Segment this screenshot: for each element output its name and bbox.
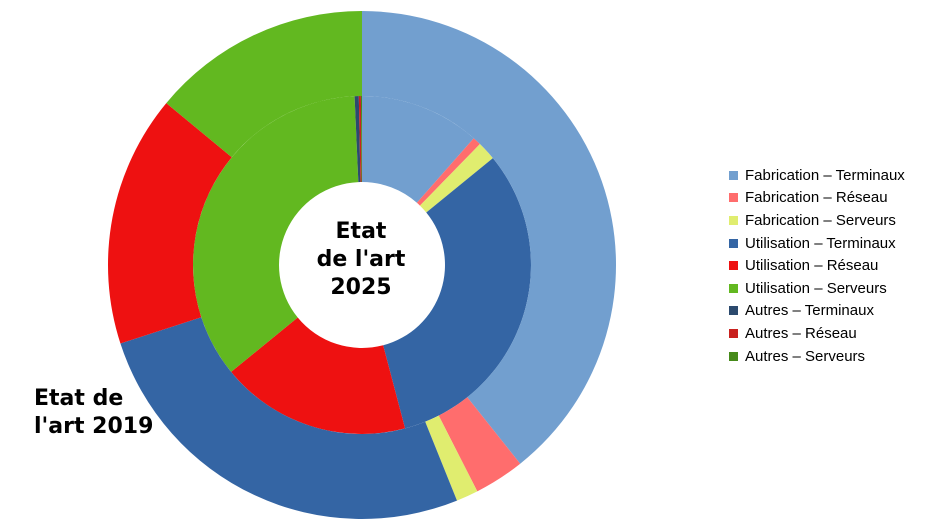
outer-ring-slice	[166, 11, 362, 158]
inner-ring-slice	[358, 96, 362, 183]
inner-label-line: de l'art	[316, 247, 406, 272]
legend-swatch	[729, 328, 738, 338]
legend-item: Utilisation – Serveurs	[729, 277, 905, 300]
inner-ring-slice	[193, 96, 359, 372]
legend-item: Fabrication – Terminaux	[729, 164, 905, 187]
legend-item: Autres – Terminaux	[729, 300, 905, 323]
legend-label: Utilisation – Terminaux	[745, 234, 896, 252]
inner-ring-slice	[231, 317, 406, 434]
inner-ring-slice	[354, 96, 361, 183]
legend-item: Utilisation – Terminaux	[729, 232, 905, 255]
legend-label: Fabrication – Serveurs	[745, 211, 896, 229]
legend-label: Utilisation – Serveurs	[745, 279, 887, 297]
legend-item: Autres – Serveurs	[729, 345, 905, 368]
inner-label-line: Etat	[335, 219, 387, 244]
legend-item: Fabrication – Réseau	[729, 187, 905, 210]
inner-ring-label: Etat de l'art 2025	[286, 218, 436, 302]
outer-label-line: l'art 2019	[34, 414, 154, 439]
inner-ring-slice	[416, 138, 480, 206]
outer-label-line: Etat de	[34, 386, 124, 411]
legend-swatch	[729, 351, 738, 361]
legend-label: Fabrication – Terminaux	[745, 166, 905, 184]
legend-swatch	[729, 215, 738, 225]
inner-ring-slice	[383, 158, 531, 429]
legend-item: Fabrication – Serveurs	[729, 209, 905, 232]
legend-label: Autres – Serveurs	[745, 347, 866, 365]
legend: Fabrication – Terminaux Fabrication – Ré…	[729, 164, 905, 367]
outer-ring-slice	[120, 317, 457, 520]
inner-label-line: 2025	[330, 275, 392, 300]
legend-swatch	[729, 238, 738, 248]
legend-swatch	[729, 261, 738, 271]
legend-swatch	[729, 193, 738, 203]
outer-ring-slice	[438, 397, 521, 492]
inner-ring-slice	[419, 144, 493, 213]
legend-label: Fabrication – Réseau	[745, 189, 888, 207]
outer-ring-label: Etat de l'art 2019	[34, 385, 184, 441]
legend-label: Autres – Terminaux	[745, 302, 874, 320]
legend-item: Autres – Réseau	[729, 322, 905, 345]
inner-ring-slice	[360, 95, 362, 182]
legend-swatch	[729, 170, 738, 180]
inner-ring-slice	[362, 96, 474, 203]
legend-label: Autres – Réseau	[745, 324, 857, 342]
outer-ring-slice	[362, 11, 617, 464]
legend-swatch	[729, 283, 738, 293]
legend-item: Utilisation – Réseau	[729, 254, 905, 277]
legend-label: Utilisation – Réseau	[745, 257, 879, 275]
outer-ring-slice	[107, 103, 232, 344]
legend-swatch	[729, 306, 738, 316]
outer-ring-slice	[425, 415, 478, 501]
